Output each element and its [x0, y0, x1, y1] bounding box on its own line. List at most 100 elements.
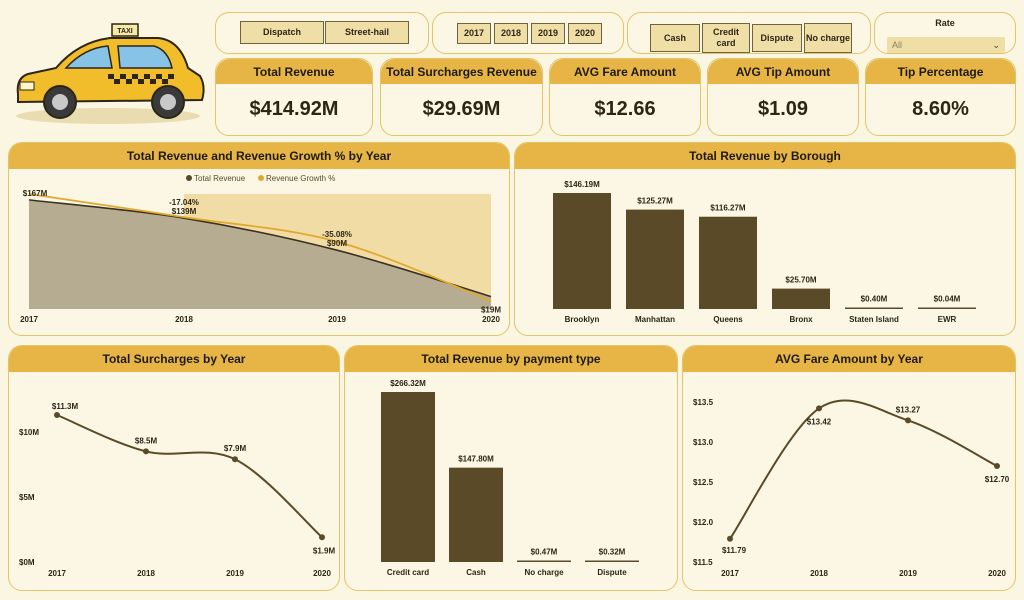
- data-point: [905, 417, 911, 424]
- kpi-value: 8.60%: [912, 98, 969, 120]
- data-point: [994, 463, 1000, 469]
- payment-cash-button[interactable]: Cash: [650, 24, 700, 52]
- data-label: $1.9M: [313, 546, 336, 555]
- data-point: [816, 405, 822, 412]
- data-point: [727, 535, 733, 542]
- x-tick-label: Credit card: [387, 568, 429, 577]
- bar: [626, 209, 684, 309]
- series-line: [729, 399, 998, 540]
- kpi-avg-fare: AVG Fare Amount $12.66: [549, 58, 701, 136]
- revenue-area: [29, 199, 491, 309]
- kpi-label: AVG Fare Amount: [550, 59, 700, 84]
- chart-revenue-borough: Total Revenue by Borough $146.19M Brookly…: [514, 142, 1016, 336]
- chart-avg-fare-year: AVG Fare Amount by Year $11.5 $12.0 $12.5 $…: [682, 345, 1016, 591]
- x-tick-label: Bronx: [789, 315, 813, 324]
- payment-no-charge-button[interactable]: No charge: [804, 23, 852, 53]
- revenue-borough-chart: $146.19M Brooklyn $125.27M Manhattan $116.27…: [553, 180, 976, 324]
- bar-data-label: $0.04M: [934, 295, 961, 304]
- kpi-avg-tip: AVG Tip Amount $1.09: [707, 58, 859, 136]
- chart-title: Total Revenue by payment type: [345, 346, 677, 372]
- year-2018-button[interactable]: 2018: [494, 23, 528, 44]
- kpi-total-revenue: Total Revenue $414.92M: [215, 58, 373, 136]
- bar: [845, 307, 903, 309]
- bar-data-label: $125.27M: [637, 197, 673, 206]
- bar: [585, 560, 639, 562]
- x-tick-label: Manhattan: [635, 315, 675, 324]
- chart-title: Total Revenue and Revenue Growth % by Ye…: [9, 143, 509, 169]
- x-tick-label: Brooklyn: [565, 315, 600, 324]
- bar-data-label: $0.47M: [531, 548, 558, 557]
- kpi-value: $1.09: [757, 98, 809, 120]
- x-tick-label: 2017: [48, 569, 66, 578]
- x-tick-label: Staten Island: [849, 315, 899, 324]
- kpi-value: $12.66: [594, 98, 656, 120]
- x-tick-label: 2020: [482, 315, 500, 324]
- bar-data-label: $147.80M: [458, 455, 494, 464]
- x-tick-label: 2020: [988, 569, 1006, 578]
- revenue-data-label: $139M: [172, 207, 197, 216]
- bar-data-label: $266.32M: [390, 379, 426, 388]
- year-2017-button[interactable]: 2017: [457, 23, 491, 44]
- kpi-value: $414.92M: [249, 98, 339, 120]
- x-tick-label: 2018: [137, 569, 155, 578]
- trip-type-slicer: Dispatch Street-hail: [215, 12, 429, 54]
- kpi-tip-percentage: Tip Percentage 8.60%: [865, 58, 1016, 136]
- kpi-label: Total Revenue: [216, 59, 372, 84]
- x-tick-label: 2017: [20, 315, 38, 324]
- data-point: [54, 412, 60, 419]
- revenue-data-label: $167M: [23, 189, 48, 198]
- bar: [553, 193, 611, 309]
- year-2020-button[interactable]: 2020: [568, 23, 602, 44]
- taxi-cab-icon: TAXI: [16, 23, 205, 124]
- data-label: $8.5M: [135, 436, 158, 445]
- bar-data-label: $116.27M: [710, 204, 745, 213]
- payment-dispute-button[interactable]: Dispute: [752, 24, 802, 52]
- payment-credit-card-button[interactable]: Credit card: [702, 23, 750, 53]
- kpi-value: $29.69M: [422, 98, 501, 120]
- bar-data-label: $146.19M: [564, 180, 600, 189]
- svg-text:TAXI: TAXI: [117, 28, 132, 35]
- bar: [517, 560, 571, 562]
- data-label: $13.42: [807, 417, 832, 426]
- data-label: $7.9M: [224, 444, 247, 453]
- x-tick-label: EWR: [938, 315, 957, 324]
- legend-dot-revenue-growth: [258, 175, 264, 181]
- surcharges-year-chart: $0M $5M $10M $11.3M 2017 $8.5M 2018 $7.9M 2019 $1…: [19, 402, 336, 578]
- kpi-label: AVG Tip Amount: [708, 59, 858, 84]
- payment-slicer: Cash Credit card Dispute No charge: [627, 12, 871, 54]
- legend-revenue-growth: Revenue Growth %: [266, 174, 335, 183]
- growth-data-label: -35.08%: [322, 230, 352, 239]
- kpi-total-surcharges: Total Surcharges Revenue $29.69M: [380, 58, 543, 136]
- bar: [772, 288, 830, 309]
- year-2019-button[interactable]: 2019: [531, 23, 565, 44]
- x-tick-label: 2020: [313, 569, 331, 578]
- kpi-label: Total Surcharges Revenue: [381, 59, 542, 84]
- revenue-data-label: $19M: [481, 306, 501, 315]
- revenue-line: [28, 199, 492, 298]
- rate-title: Rate: [935, 18, 955, 28]
- trip-type-street-hail-button[interactable]: Street-hail: [325, 21, 409, 44]
- data-point: [319, 534, 325, 541]
- revenue-payment-chart: $266.32M Credit card $147.80M Cash $0.47M No …: [381, 379, 639, 577]
- y-tick-label: $13.0: [693, 438, 714, 447]
- data-label: $12.70: [985, 475, 1010, 484]
- bar-data-label: $0.32M: [599, 548, 626, 557]
- chart-revenue-payment: Total Revenue by payment type $266.32M Cr…: [344, 345, 678, 591]
- bar: [699, 216, 757, 309]
- growth-line: [28, 193, 492, 302]
- bar-data-label: $25.70M: [785, 276, 816, 285]
- x-tick-label: 2018: [175, 315, 193, 324]
- series-line: [56, 414, 323, 539]
- bar: [381, 392, 435, 562]
- bar: [449, 467, 503, 562]
- rate-dropdown-value: All: [892, 40, 903, 50]
- x-tick-label: Queens: [713, 315, 743, 324]
- y-tick-label: $13.5: [693, 398, 714, 407]
- data-label: $13.27: [896, 405, 921, 414]
- trip-type-dispatch-button[interactable]: Dispatch: [240, 21, 324, 44]
- rate-dropdown[interactable]: All ⌄: [887, 37, 1005, 53]
- chevron-down-icon: ⌄: [992, 40, 1000, 50]
- data-point: [143, 448, 149, 455]
- y-tick-label: $12.5: [693, 478, 714, 487]
- y-tick-label: $10M: [19, 428, 39, 437]
